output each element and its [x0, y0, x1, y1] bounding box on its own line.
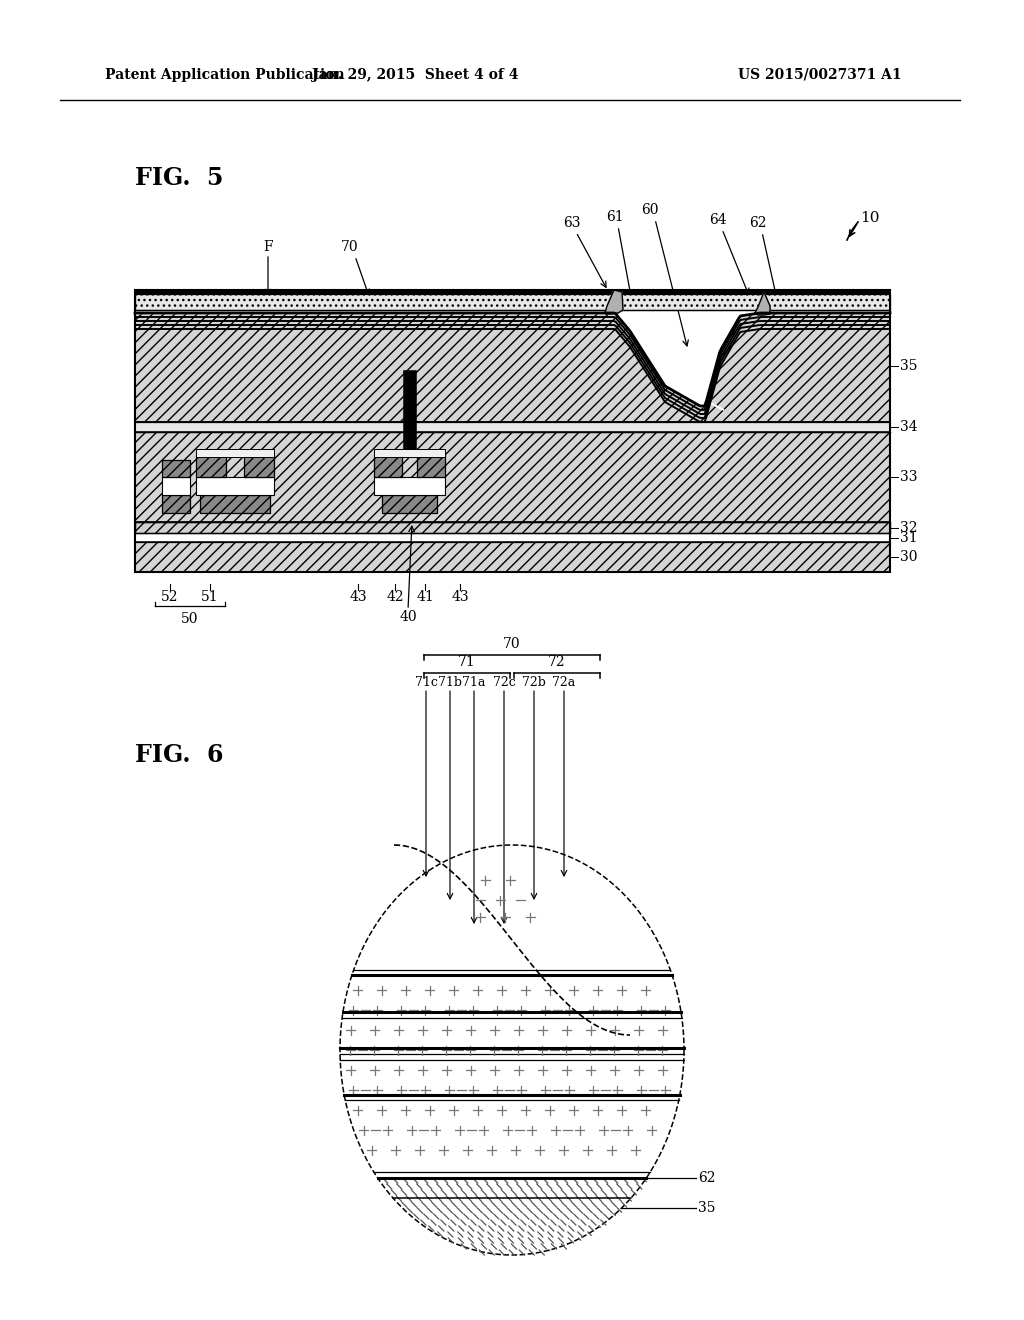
Bar: [135, 521, 890, 533]
Text: 52: 52: [161, 590, 179, 605]
Text: 70: 70: [503, 638, 521, 651]
Text: 63: 63: [563, 216, 581, 230]
Text: 62: 62: [698, 1171, 716, 1185]
Bar: [135, 543, 890, 572]
Polygon shape: [605, 290, 623, 314]
Bar: [162, 477, 190, 495]
Text: 62: 62: [750, 216, 767, 230]
Text: FIG.  6: FIG. 6: [135, 743, 223, 767]
Bar: [374, 449, 445, 457]
Polygon shape: [615, 310, 724, 411]
Text: 72a: 72a: [552, 676, 575, 689]
Text: 64: 64: [710, 213, 727, 227]
Text: 32: 32: [900, 520, 918, 535]
Text: 10: 10: [860, 211, 880, 224]
Bar: [403, 370, 416, 455]
Bar: [196, 449, 274, 457]
Bar: [162, 495, 190, 513]
Text: 50: 50: [181, 612, 199, 626]
Text: 72b: 72b: [522, 676, 546, 689]
Text: 41: 41: [416, 590, 434, 605]
Text: 71a: 71a: [462, 676, 485, 689]
Bar: [162, 459, 190, 477]
Bar: [135, 290, 890, 572]
Bar: [135, 422, 890, 432]
Text: 30: 30: [900, 550, 918, 564]
Text: 43: 43: [349, 590, 367, 605]
Text: 40: 40: [399, 610, 417, 624]
Text: 72: 72: [548, 655, 566, 669]
Text: Jan. 29, 2015  Sheet 4 of 4: Jan. 29, 2015 Sheet 4 of 4: [311, 69, 518, 82]
Bar: [244, 455, 274, 477]
Text: 51: 51: [201, 590, 219, 605]
Text: Patent Application Publication: Patent Application Publication: [105, 69, 345, 82]
Bar: [135, 432, 890, 521]
Bar: [382, 495, 437, 513]
Text: 43: 43: [452, 590, 469, 605]
Bar: [135, 310, 890, 422]
Bar: [196, 455, 226, 477]
Text: US 2015/0027371 A1: US 2015/0027371 A1: [738, 69, 902, 82]
Bar: [417, 455, 445, 477]
Bar: [135, 294, 890, 310]
Polygon shape: [755, 292, 770, 315]
Text: 35: 35: [900, 359, 918, 374]
Text: 71: 71: [458, 655, 476, 669]
Bar: [374, 477, 445, 495]
Bar: [196, 477, 274, 495]
Text: 35: 35: [698, 1201, 716, 1214]
Text: 61: 61: [606, 210, 624, 224]
Text: 71b: 71b: [438, 676, 462, 689]
Text: 70: 70: [341, 240, 358, 253]
Bar: [200, 495, 270, 513]
Text: 42: 42: [386, 590, 403, 605]
Text: 31: 31: [900, 531, 918, 544]
Text: 33: 33: [900, 470, 918, 484]
Text: 34: 34: [900, 420, 918, 434]
Text: 72c: 72c: [493, 676, 515, 689]
Bar: [135, 533, 890, 543]
Text: 60: 60: [641, 203, 658, 216]
Bar: [374, 455, 402, 477]
Text: 71c: 71c: [415, 676, 437, 689]
Text: F: F: [263, 240, 272, 253]
Text: FIG.  5: FIG. 5: [135, 166, 223, 190]
Bar: [135, 290, 890, 294]
